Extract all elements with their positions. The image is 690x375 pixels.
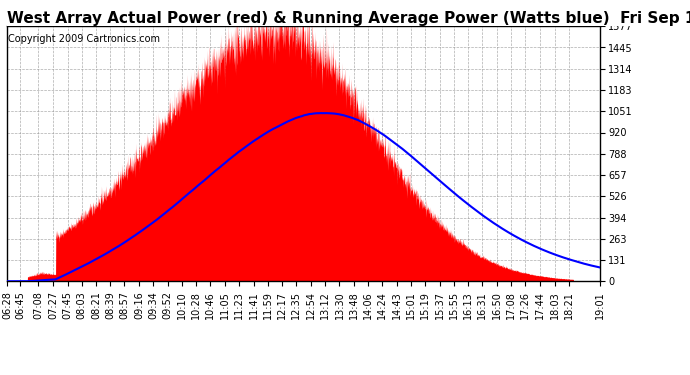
Text: Copyright 2009 Cartronics.com: Copyright 2009 Cartronics.com — [8, 34, 160, 44]
Text: West Array Actual Power (red) & Running Average Power (Watts blue)  Fri Sep 11 1: West Array Actual Power (red) & Running … — [7, 11, 690, 26]
